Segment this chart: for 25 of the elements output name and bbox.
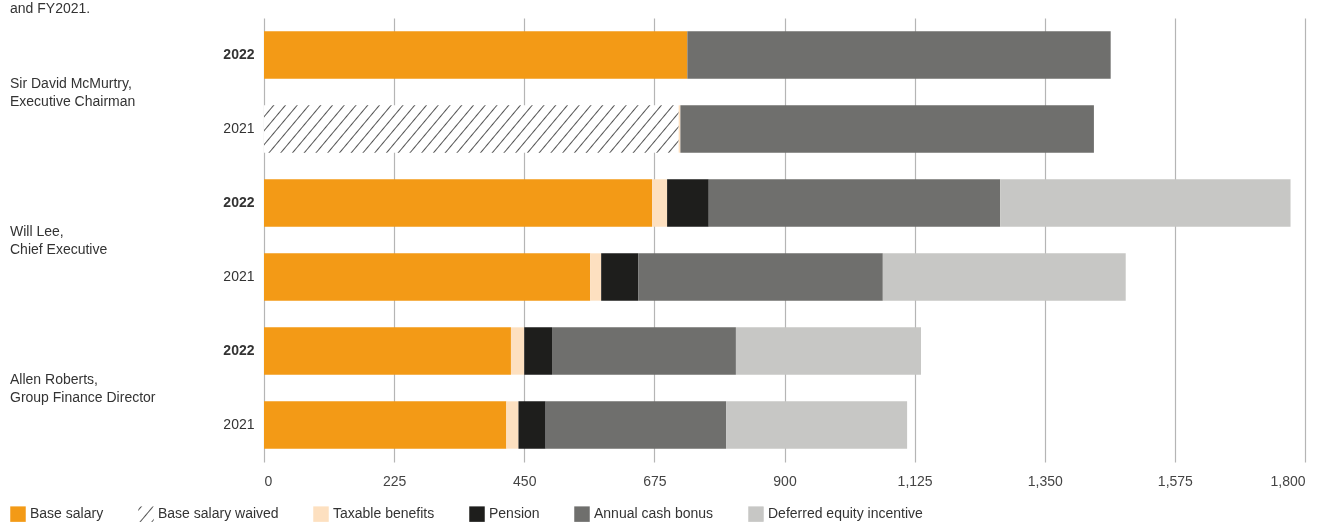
y-tick-label: 2022 [223,46,255,62]
x-tick-label: 450 [513,472,537,489]
text: Will Lee, Chief Executive [10,222,108,258]
y-tick-label: 2021 [223,268,255,284]
x-tick-label: 225 [382,472,407,489]
y-tick-label: 2022 [223,194,255,210]
text: Sir David McMurtry, Executive Chairman [10,74,136,110]
y-tick-label: 2022 [223,342,255,358]
x-tick-label: 0 [264,472,273,489]
legend-label: Base salary [30,505,104,522]
x-tick-label: 675 [643,472,667,489]
legend-label: Annual cash bonus [594,505,714,522]
text: and FY2021. [10,0,91,16]
legend-label: Base salary waived [158,505,279,522]
x-tick-label: 1,575 [1157,472,1194,489]
legend-label: Pension [489,505,540,522]
legend-label: Taxable benefits [333,505,435,522]
x-tick-label: 1,800 [1270,472,1306,489]
x-tick-label: 900 [773,472,797,489]
text: Allen Roberts, Group Finance Director [10,370,156,406]
y-tick-label: 2021 [223,416,255,432]
x-tick-label: 1,125 [897,472,933,489]
y-tick-label: 2021 [223,120,255,136]
legend-label: Deferred equity incentive [768,505,924,522]
x-tick-label: 1,350 [1027,472,1063,489]
